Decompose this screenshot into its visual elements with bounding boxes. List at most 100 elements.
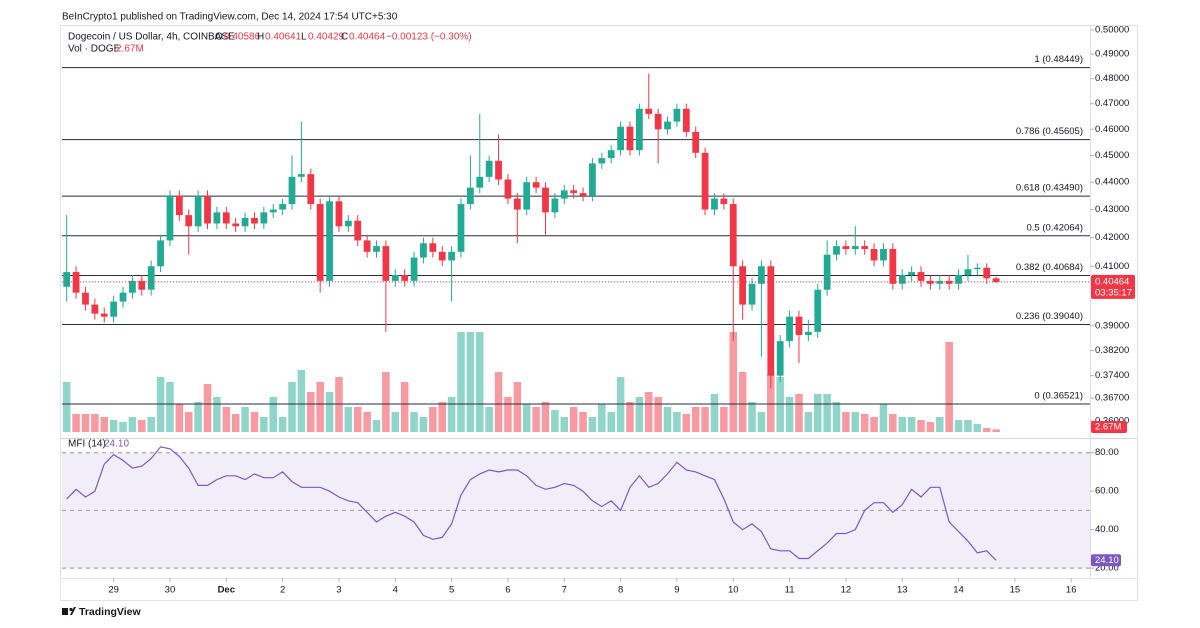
y-tick-label: 0.37400	[1095, 370, 1129, 381]
candle-body	[63, 272, 71, 287]
volume-bar	[466, 332, 475, 432]
volume-bar	[128, 417, 137, 432]
volume-bar	[917, 420, 925, 432]
candle-body	[194, 195, 202, 227]
candle-body	[579, 193, 587, 196]
x-tick-label: 14	[953, 585, 964, 596]
candle-body	[673, 108, 681, 122]
x-tick-label: 13	[897, 585, 908, 596]
volume-bar	[222, 407, 231, 432]
x-tick-label: Dec	[218, 585, 235, 596]
volume-bar	[410, 412, 418, 432]
volume-bar	[992, 429, 1000, 432]
volume-bar	[870, 417, 878, 432]
volume-bar	[194, 402, 202, 432]
volume-bar	[72, 414, 80, 432]
mfi-y-tick-label: 20.00	[1095, 563, 1119, 574]
mfi-y-tick-label: 60.00	[1095, 486, 1119, 497]
candle-body	[269, 209, 277, 213]
fib-label: 0.786 (0.45605)	[1016, 126, 1083, 137]
volume-bar	[100, 417, 109, 432]
volume-bar	[860, 414, 869, 432]
volume-bar	[476, 332, 484, 432]
candle-body	[833, 246, 840, 255]
volume-bar	[757, 412, 766, 432]
candle-body	[532, 182, 540, 188]
volume-bar	[494, 372, 503, 432]
volume-bar	[297, 370, 306, 432]
countdown: 03:35:17	[1095, 287, 1132, 298]
candle-body	[260, 212, 268, 224]
y-tick-label: 0.45000	[1095, 150, 1129, 161]
volume-bar	[776, 377, 784, 432]
y-tick-label: 0.39000	[1095, 320, 1129, 331]
x-tick-label: 2	[280, 585, 285, 596]
volume-bar	[325, 392, 334, 432]
candle-body	[457, 204, 465, 252]
volume-label-box	[1091, 421, 1127, 433]
volume-bar	[767, 374, 775, 432]
volume-bar	[62, 382, 71, 432]
candle-body	[354, 220, 362, 241]
ohlc-value: 0.40641	[265, 32, 302, 43]
candle-body	[382, 246, 390, 281]
candle-body	[729, 204, 737, 267]
ohlc-letter: L	[301, 32, 307, 43]
candle-body	[964, 269, 972, 275]
mfi-y-tick-label: 40.00	[1095, 524, 1119, 535]
candle-body	[542, 187, 549, 213]
x-tick-label: 12	[841, 585, 852, 596]
candle-body	[91, 304, 99, 314]
footer-logo	[62, 607, 76, 615]
candle-body	[973, 267, 981, 270]
candle-body	[945, 280, 953, 284]
candle-body	[157, 240, 164, 267]
candle-body	[955, 274, 962, 284]
volume-bar	[363, 412, 371, 432]
volume-bar	[607, 412, 615, 432]
candle-body	[645, 108, 653, 114]
fib-label: 0 (0.36521)	[1034, 390, 1083, 401]
y-tick-label: 0.42000	[1095, 232, 1129, 243]
candle-body	[185, 215, 193, 227]
candle-body	[617, 126, 624, 151]
ohlc-letter: C	[341, 32, 348, 43]
mfi-legend: MFI (14)	[68, 439, 106, 450]
x-tick-label: 3	[336, 585, 341, 596]
logo-shape	[69, 607, 73, 612]
volume-bar	[748, 402, 756, 432]
candle-body	[626, 126, 634, 151]
volume-bar	[288, 382, 296, 432]
candle-body	[316, 204, 324, 281]
volume-legend-value: 2.67M	[116, 44, 144, 55]
candle-body	[842, 246, 850, 249]
volume-bar	[382, 372, 390, 432]
candle-body	[870, 248, 878, 261]
volume-bar	[907, 417, 916, 432]
volume-bar	[813, 394, 822, 432]
volume-bar	[889, 414, 897, 432]
volume-bar	[522, 404, 531, 432]
candle-body	[213, 212, 221, 224]
candle-body	[504, 179, 512, 199]
fib-label: 0.382 (0.40684)	[1016, 262, 1083, 273]
candle-body	[485, 160, 493, 177]
change-text: −0.00123 (−0.30%)	[386, 32, 472, 43]
volume-bar	[250, 412, 259, 432]
candle-body	[917, 272, 925, 281]
price-label: 0.40464	[1095, 276, 1129, 287]
candle-body	[908, 272, 916, 275]
y-tick-label: 0.50000	[1095, 25, 1129, 36]
candle-body	[373, 246, 380, 252]
candle-body	[147, 266, 155, 290]
mfi-y-tick-label: 80.00	[1095, 447, 1119, 458]
volume-bar	[560, 417, 569, 432]
candle-body	[279, 204, 287, 210]
volume-bar	[598, 404, 606, 432]
volume-bar	[156, 377, 165, 432]
volume-bar	[926, 422, 935, 432]
volume-bar	[353, 407, 362, 432]
candle-body	[222, 212, 230, 224]
volume-bar	[532, 407, 540, 432]
candle-body	[166, 195, 174, 241]
